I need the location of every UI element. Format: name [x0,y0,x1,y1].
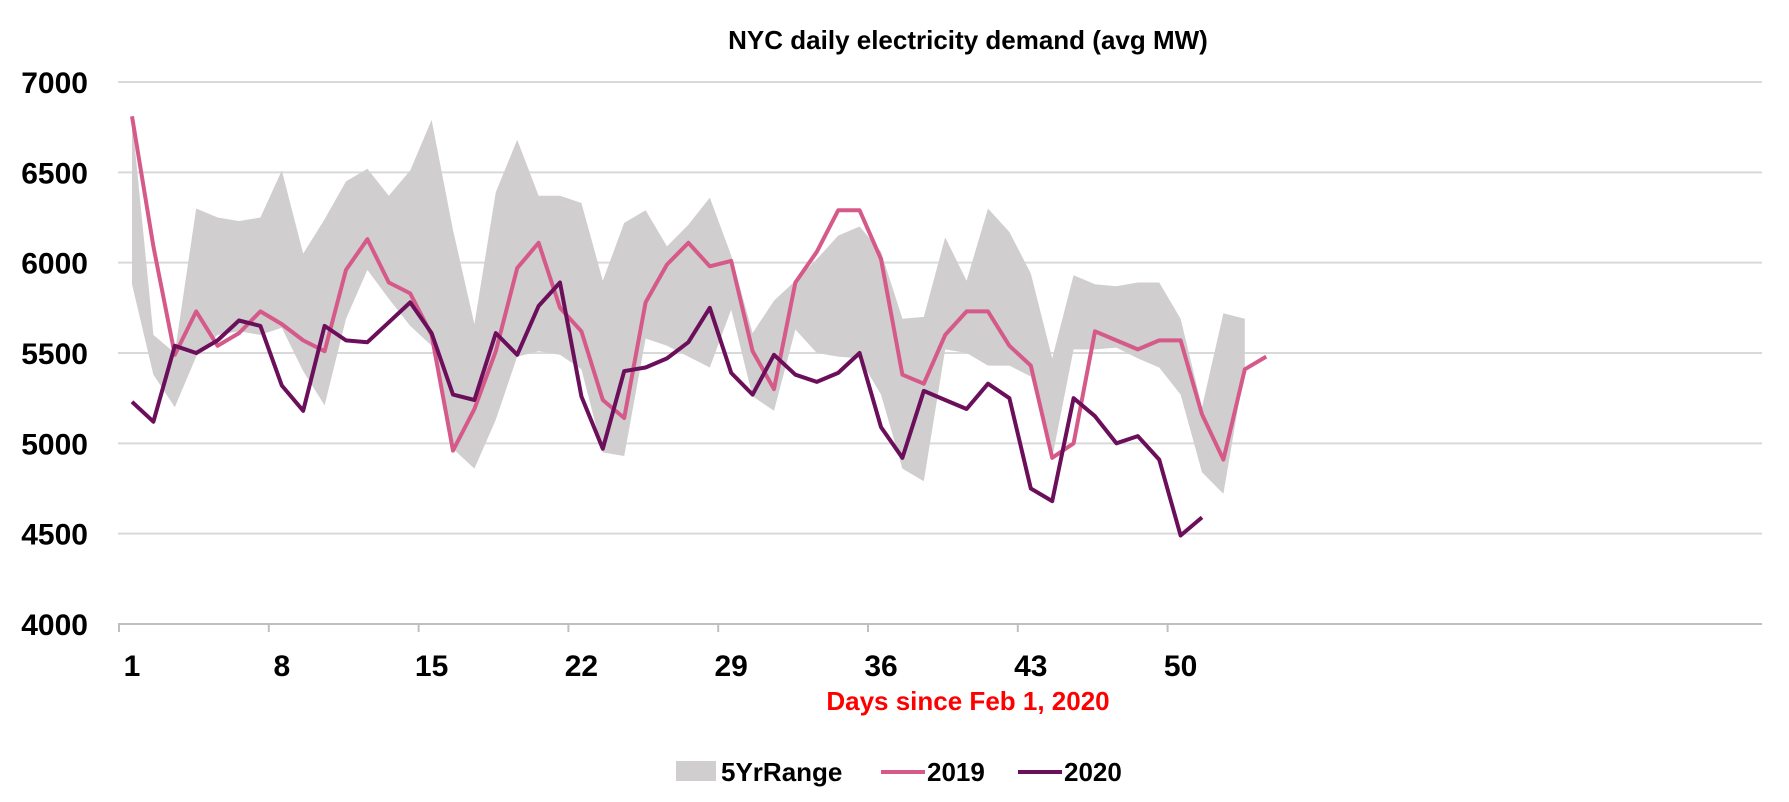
legend-swatch-5yrrange [676,761,716,781]
y-tick-label: 5000 [21,428,88,461]
legend-label-2020: 2020 [1064,757,1122,787]
x-axis-title: Days since Feb 1, 2020 [826,686,1109,716]
x-tick-label: 43 [1014,650,1047,683]
series-layer [130,115,1268,538]
legend-label-2019: 2019 [927,757,985,787]
x-tick-labels: 1 8 15 22 29 36 43 50 [124,650,1198,683]
x-tick-label: 22 [565,650,598,683]
legend: 5YrRange 2019 2020 [676,757,1122,787]
y-tick-label: 4500 [21,519,88,552]
x-tick-label: 50 [1164,650,1197,683]
x-axis [118,623,1762,632]
x-tick-label: 15 [415,650,448,683]
x-tick-label: 8 [273,650,290,683]
y-tick-label: 7000 [21,67,88,100]
x-tick-label: 36 [864,650,897,683]
series-line-2019 [130,115,1268,462]
y-tick-labels: 4000 4500 5000 5500 6000 6500 7000 [21,67,88,642]
legend-label-5yrrange: 5YrRange [721,757,842,787]
series-line-2020 [130,280,1204,538]
x-tick-label: 29 [715,650,748,683]
y-tick-label: 5500 [21,338,88,371]
y-tick-label: 4000 [21,609,88,642]
y-tick-label: 6000 [21,248,88,281]
x-tick-label: 1 [124,650,141,683]
range-band-layer [132,118,1245,494]
chart-title: NYC daily electricity demand (avg MW) [728,25,1208,55]
range-band-5yrrange [132,118,1245,494]
y-tick-label: 6500 [21,157,88,190]
